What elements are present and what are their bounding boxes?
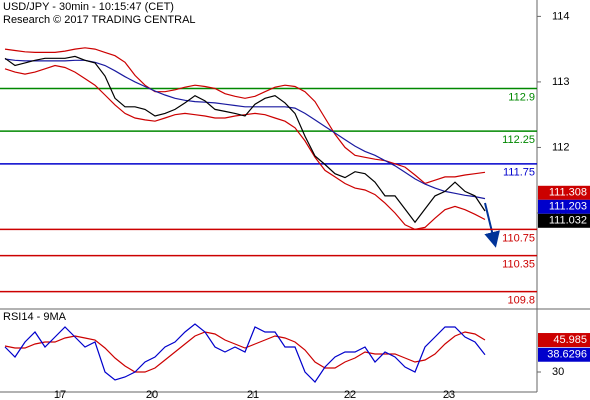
price-badge-label: 111.308 [549, 187, 587, 199]
level-label: 110.75 [502, 232, 535, 244]
chart-title: USD/JPY - 30min - 10:15:47 (CET) [3, 1, 174, 13]
x-tick-label: 20 [146, 389, 158, 400]
x-tick-label: 22 [344, 389, 356, 400]
y-tick-label: 114 [552, 10, 570, 22]
series-line [4, 331, 486, 373]
series-line [4, 47, 486, 185]
price-badge [538, 333, 590, 348]
level-label: 112.9 [508, 91, 535, 103]
x-tick-label: 23 [443, 389, 455, 400]
series-line [4, 64, 486, 231]
level-label: 112.25 [502, 134, 535, 146]
forecast-arrow [484, 202, 500, 248]
price-badge [538, 199, 590, 214]
price-badge-label: 111.032 [549, 215, 587, 227]
level-label: 110.35 [502, 258, 535, 270]
x-tick-label: 17 [54, 389, 66, 400]
price-badge [538, 185, 590, 200]
level-label: 109.8 [507, 295, 535, 307]
price-badge-label: 111.203 [549, 201, 587, 213]
y-tick-label: 112 [552, 141, 570, 153]
x-tick-label: 21 [247, 389, 259, 400]
series-line [4, 323, 486, 383]
series-line [4, 55, 486, 224]
price-badge [538, 213, 590, 228]
y-tick-label: 30 [552, 366, 564, 378]
price-badge-label: 38.6296 [547, 349, 587, 361]
price-badge [538, 347, 590, 362]
y-tick-label: 113 [552, 76, 570, 88]
chart-subtitle: Research © 2017 TRADING CENTRAL [3, 14, 196, 26]
price-badge-label: 45.985 [553, 334, 587, 346]
rsi-title: RSI14 - 9MA [3, 311, 67, 323]
level-label: 111.75 [503, 167, 535, 179]
